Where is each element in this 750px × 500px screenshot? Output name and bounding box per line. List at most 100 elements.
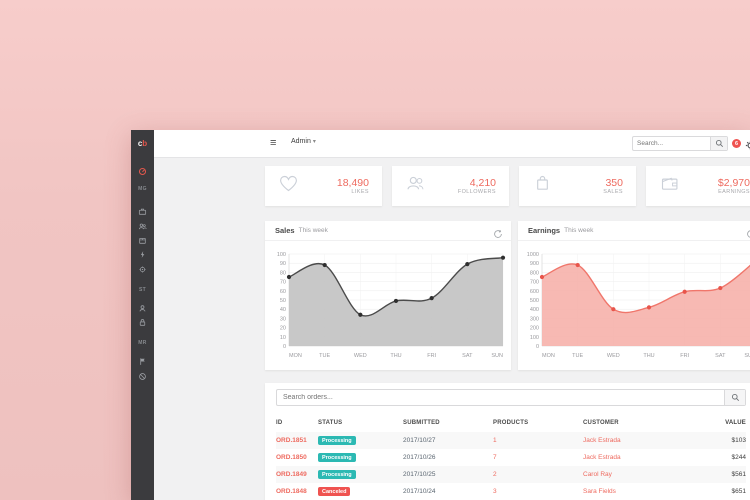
svg-text:600: 600 bbox=[530, 289, 539, 295]
svg-text:THU: THU bbox=[390, 353, 401, 359]
panel-header: Sales This week bbox=[265, 221, 511, 241]
sidebar-item-projects[interactable] bbox=[131, 207, 154, 216]
order-customer-link[interactable]: Carol Ray bbox=[583, 471, 612, 478]
col-id: ID bbox=[276, 420, 283, 426]
order-products-link[interactable]: 3 bbox=[493, 488, 497, 495]
sidebar-section-st: ST bbox=[139, 287, 146, 293]
order-submitted: 2017/10/24 bbox=[403, 488, 436, 495]
earnings-area-chart: 0 100 200 300 400 500 600 700 800 900 1000 MON TUE WE… bbox=[527, 252, 750, 359]
chevron-down-icon: ▾ bbox=[312, 139, 316, 145]
sidebar-item-profile[interactable] bbox=[131, 304, 154, 313]
order-customer-link[interactable]: Jack Estrada bbox=[583, 437, 621, 444]
panel-subtitle: This week bbox=[564, 227, 594, 234]
svg-text:90: 90 bbox=[280, 261, 286, 267]
orders-search-input[interactable] bbox=[277, 390, 724, 405]
status-badge: Processing bbox=[318, 470, 356, 479]
stat-card-earnings: $2,970 EARNINGS bbox=[646, 166, 750, 206]
svg-text:40: 40 bbox=[280, 307, 286, 313]
svg-text:SAT: SAT bbox=[715, 353, 726, 359]
top-navbar: ≡ Admin▾ 6 bbox=[154, 130, 750, 158]
svg-text:800: 800 bbox=[530, 270, 539, 276]
svg-text:FRI: FRI bbox=[680, 353, 689, 359]
svg-text:500: 500 bbox=[530, 298, 539, 304]
orders-search-button[interactable] bbox=[724, 390, 745, 405]
sidebar-item-security[interactable] bbox=[131, 318, 154, 327]
panel-subtitle: This week bbox=[298, 227, 328, 234]
order-customer-link[interactable]: Jack Estrada bbox=[583, 454, 621, 461]
svg-text:100: 100 bbox=[530, 335, 539, 341]
order-value: $651 bbox=[731, 488, 746, 495]
refresh-icon[interactable] bbox=[493, 226, 503, 244]
stat-label: EARNINGS bbox=[718, 188, 750, 195]
table-header-row: ID STATUS SUBMITTED PRODUCTS CUSTOMER VA… bbox=[276, 414, 746, 432]
sidebar-item-dashboard[interactable] bbox=[131, 167, 154, 176]
shopping-bag-icon bbox=[532, 173, 553, 199]
svg-text:0: 0 bbox=[536, 344, 539, 350]
order-id-link[interactable]: ORD.1851 bbox=[276, 437, 307, 444]
brand-letter-b: b bbox=[142, 139, 148, 148]
order-submitted: 2017/10/26 bbox=[403, 454, 436, 461]
panel-header: Earnings This week bbox=[518, 221, 750, 241]
svg-text:TUE: TUE bbox=[572, 353, 583, 359]
sales-chart-panel: Sales This week 0 10 20 30 40 50 60 70 80 90 100 MO… bbox=[265, 221, 511, 370]
sidebar-item-disabled[interactable] bbox=[131, 372, 154, 381]
col-customer: CUSTOMER bbox=[583, 420, 619, 426]
panel-title: Earnings bbox=[528, 226, 561, 235]
stat-card-likes: 18,490 LIKES bbox=[265, 166, 382, 206]
sidebar-item-products[interactable] bbox=[131, 236, 154, 245]
sidebar-section-mr: MR bbox=[138, 340, 147, 346]
ban-icon bbox=[138, 372, 147, 381]
orders-panel: ID STATUS SUBMITTED PRODUCTS CUSTOMER VA… bbox=[265, 383, 750, 500]
order-customer-link[interactable]: Sara Fields bbox=[583, 488, 616, 495]
order-products-link[interactable]: 2 bbox=[493, 471, 497, 478]
svg-text:30: 30 bbox=[280, 316, 286, 322]
order-value: $244 bbox=[731, 454, 746, 461]
panel-title: Sales bbox=[275, 226, 295, 235]
svg-text:200: 200 bbox=[530, 326, 539, 332]
svg-text:FRI: FRI bbox=[427, 353, 436, 359]
svg-text:WED: WED bbox=[607, 353, 620, 359]
order-submitted: 2017/10/25 bbox=[403, 471, 436, 478]
refresh-icon[interactable] bbox=[746, 226, 750, 244]
svg-text:300: 300 bbox=[530, 316, 539, 322]
lock-icon bbox=[138, 318, 147, 327]
notification-badge[interactable]: 6 bbox=[732, 139, 741, 148]
table-row: ORD.1850 Processing 2017/10/26 7 Jack Es… bbox=[276, 449, 746, 466]
orders-search bbox=[276, 389, 746, 406]
svg-text:10: 10 bbox=[280, 335, 286, 341]
stat-value: $2,970 bbox=[717, 176, 750, 189]
brand-letter-c: c bbox=[137, 139, 143, 148]
sidebar-item-settings[interactable] bbox=[131, 265, 154, 274]
svg-text:MON: MON bbox=[289, 353, 302, 359]
col-products: PRODUCTS bbox=[493, 420, 529, 426]
order-id-link[interactable]: ORD.1849 bbox=[276, 471, 307, 478]
sidebar-item-team[interactable] bbox=[131, 222, 154, 231]
stat-card-sales: 350 SALES bbox=[519, 166, 636, 206]
order-products-link[interactable]: 1 bbox=[493, 437, 497, 444]
col-submitted: SUBMITTED bbox=[403, 420, 440, 426]
sidebar-item-reports[interactable] bbox=[131, 357, 154, 366]
svg-text:20: 20 bbox=[280, 326, 286, 332]
speedometer-icon bbox=[138, 167, 147, 176]
admin-dropdown[interactable]: Admin ▾ bbox=[291, 138, 316, 145]
order-id-link[interactable]: ORD.1848 bbox=[276, 488, 307, 495]
svg-text:SUN: SUN bbox=[491, 353, 503, 359]
settings-gear-icon[interactable] bbox=[745, 138, 750, 156]
stat-value: 4,210 bbox=[469, 176, 496, 189]
navbar-search-button[interactable] bbox=[710, 137, 727, 150]
hamburger-menu-icon[interactable]: ≡ bbox=[270, 137, 277, 149]
table-row: ORD.1851 Processing 2017/10/27 1 Jack Es… bbox=[276, 432, 746, 449]
followers-icon bbox=[405, 173, 426, 199]
stat-value: 18,490 bbox=[336, 176, 369, 189]
order-products-link[interactable]: 7 bbox=[493, 454, 497, 461]
wallet-icon bbox=[659, 173, 680, 199]
svg-text:70: 70 bbox=[280, 280, 286, 286]
svg-text:1000: 1000 bbox=[527, 252, 539, 258]
navbar-search-input[interactable] bbox=[633, 137, 710, 150]
order-id-link[interactable]: ORD.1850 bbox=[276, 454, 307, 461]
sales-area-chart: 0 10 20 30 40 50 60 70 80 90 100 MON TUE WED THU FRI SAT… bbox=[277, 252, 506, 359]
svg-text:TUE: TUE bbox=[319, 353, 330, 359]
sidebar-item-activity[interactable] bbox=[131, 250, 154, 259]
admin-dropdown-label: Admin bbox=[291, 138, 311, 145]
